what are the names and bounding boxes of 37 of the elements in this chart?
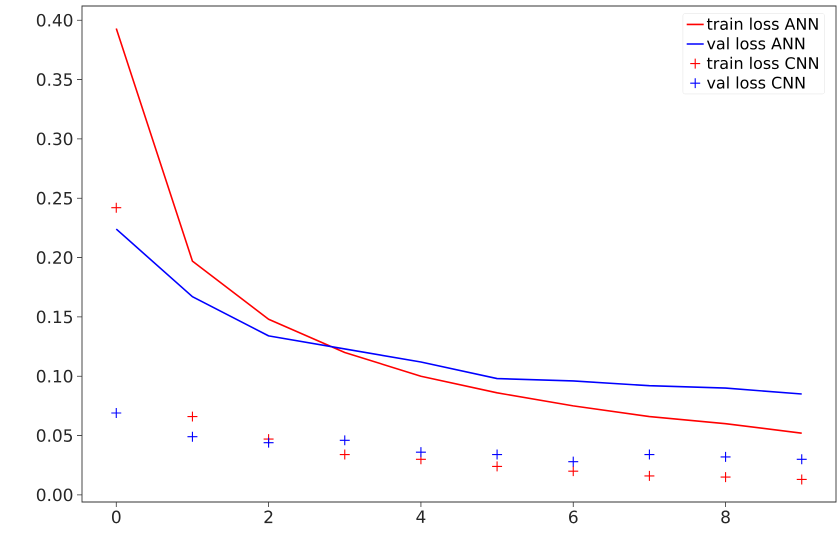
x-tick-label: 8 <box>721 510 730 524</box>
point <box>186 411 198 422</box>
y-tick-label: 0.15 <box>36 310 72 324</box>
point <box>110 202 122 214</box>
point <box>720 451 732 462</box>
point <box>492 449 503 460</box>
point <box>339 449 350 460</box>
y-tick-label: 0.40 <box>36 14 72 27</box>
point <box>186 431 198 442</box>
point <box>644 470 655 482</box>
legend-label: train loss CNN <box>706 56 818 70</box>
point <box>720 472 732 483</box>
point <box>644 449 655 460</box>
point <box>492 460 503 472</box>
x-tick-label: 4 <box>416 510 426 523</box>
point <box>110 407 122 419</box>
y-tick-label: 0.00 <box>36 488 72 502</box>
y-tick-label: 0.10 <box>36 370 72 383</box>
y-tick-label: 0.25 <box>36 192 72 205</box>
point <box>568 466 579 477</box>
point <box>415 446 426 458</box>
point <box>568 456 579 468</box>
x-tick-label: 2 <box>264 510 272 524</box>
x-tick-label: 6 <box>569 510 578 524</box>
legend-label: train loss ANN <box>706 18 818 30</box>
line-series <box>115 228 803 395</box>
x-tick-label: 0 <box>112 510 121 524</box>
point <box>339 434 350 446</box>
y-tick-label: 0.30 <box>36 132 72 146</box>
point <box>263 437 274 448</box>
y-tick-label: 0.05 <box>36 429 72 442</box>
y-tick-label: 0.35 <box>36 73 72 86</box>
point <box>796 474 808 485</box>
y-tick-label: 0.20 <box>36 251 72 264</box>
point <box>796 454 808 465</box>
legend-label: val loss CNN <box>706 76 804 89</box>
legend-label: val loss ANN <box>706 37 804 50</box>
